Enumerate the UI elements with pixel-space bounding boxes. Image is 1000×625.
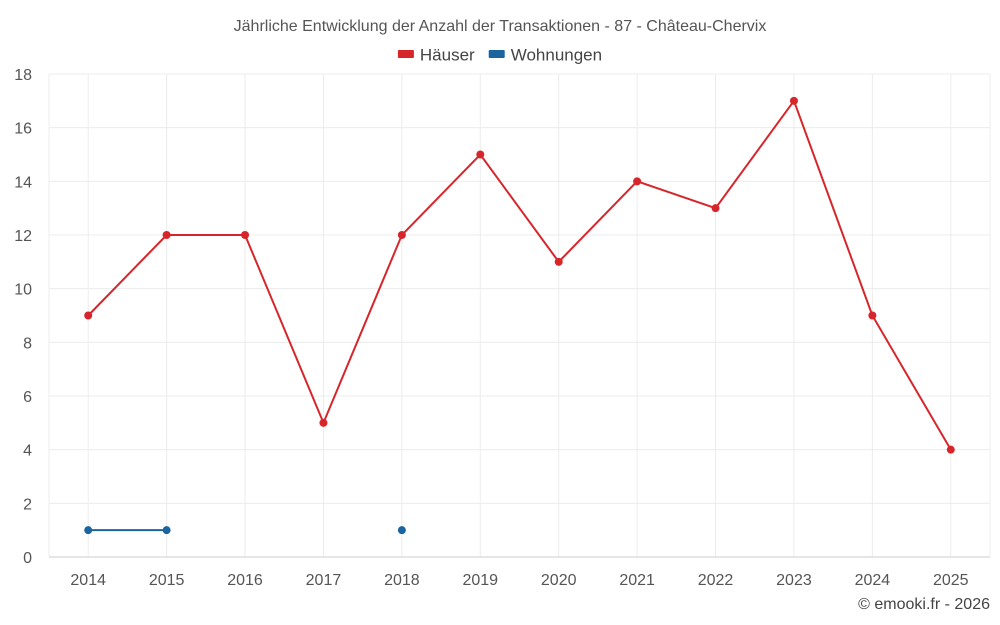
data-point bbox=[476, 150, 485, 159]
y-tick-label: 2 bbox=[23, 496, 32, 513]
y-tick-label: 10 bbox=[14, 282, 32, 299]
y-tick-label: 6 bbox=[23, 389, 32, 406]
y-tick-label: 4 bbox=[23, 443, 32, 460]
x-tick-label: 2018 bbox=[384, 572, 420, 589]
legend-label: Wohnungen bbox=[511, 45, 602, 64]
x-tick-label: 2019 bbox=[462, 572, 498, 589]
legend: Häuser Wohnungen bbox=[397, 45, 602, 64]
x-tick-label: 2023 bbox=[776, 572, 812, 589]
x-tick-label: 2022 bbox=[698, 572, 734, 589]
x-axis-ticks: 2014 2015 2016 2017 2018 2019 2020 2021 2022 2023… bbox=[70, 572, 968, 589]
y-tick-label: 12 bbox=[14, 228, 32, 245]
data-point bbox=[397, 526, 406, 535]
grid bbox=[48, 73, 991, 558]
y-tick-label: 14 bbox=[14, 174, 32, 191]
x-tick-label: 2024 bbox=[855, 572, 891, 589]
legend-swatch bbox=[488, 50, 505, 58]
data-point bbox=[868, 311, 877, 320]
data-point bbox=[162, 231, 171, 239]
credit-text: © emooki.fr - 2026 bbox=[858, 596, 990, 613]
legend-label: Häuser bbox=[420, 45, 475, 64]
x-tick-label: 2015 bbox=[149, 572, 185, 589]
x-tick-label: 2014 bbox=[70, 572, 106, 589]
data-point bbox=[554, 257, 563, 266]
legend-swatch bbox=[397, 50, 414, 58]
data-point bbox=[789, 96, 798, 105]
y-axis-ticks: 0 2 4 6 8 10 12 14 16 18 bbox=[14, 67, 32, 567]
data-point bbox=[241, 231, 250, 239]
legend-item-2: Wohnungen bbox=[488, 45, 602, 64]
data-point bbox=[162, 526, 171, 535]
x-tick-label: 2021 bbox=[619, 572, 655, 589]
data-point bbox=[711, 204, 720, 213]
series-line-1 bbox=[87, 98, 952, 451]
y-tick-label: 8 bbox=[23, 335, 32, 352]
y-tick-label: 18 bbox=[14, 67, 32, 84]
y-tick-label: 16 bbox=[14, 121, 32, 138]
data-point bbox=[397, 231, 406, 239]
x-tick-label: 2020 bbox=[541, 572, 577, 589]
chart-title: Jährliche Entwicklung der Anzahl der Tra… bbox=[234, 18, 767, 35]
x-tick-label: 2017 bbox=[306, 572, 342, 589]
y-tick-label: 0 bbox=[23, 550, 32, 567]
legend-item-1: Häuser bbox=[397, 45, 475, 64]
data-point bbox=[319, 418, 328, 427]
series-group bbox=[84, 96, 955, 535]
data-point bbox=[633, 177, 642, 186]
x-tick-label: 2016 bbox=[227, 572, 263, 589]
x-tick-label: 2025 bbox=[933, 572, 969, 589]
data-point bbox=[946, 445, 955, 454]
data-point bbox=[84, 311, 93, 320]
data-point bbox=[84, 526, 93, 535]
